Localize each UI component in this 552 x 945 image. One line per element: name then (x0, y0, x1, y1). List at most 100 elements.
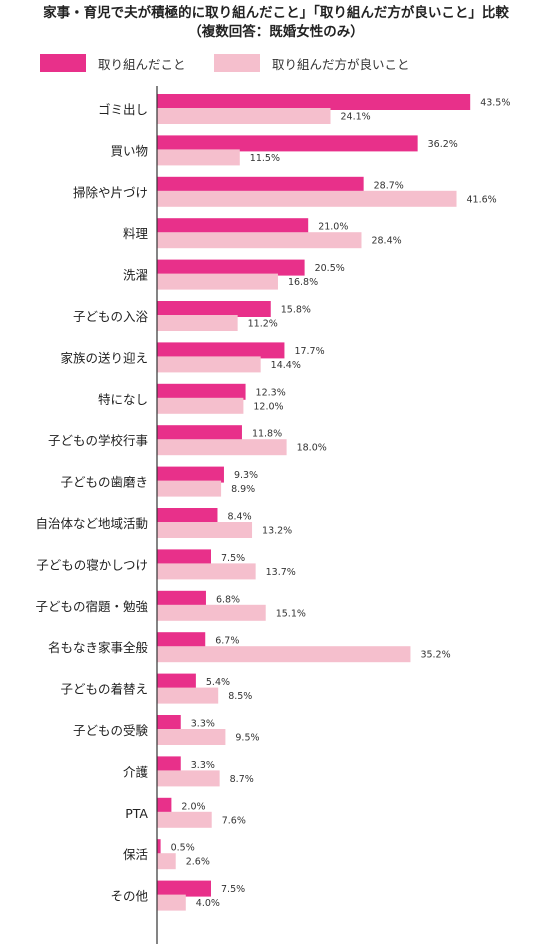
data-label: 14.4% (271, 360, 301, 371)
bar-done (157, 508, 218, 524)
data-label: 7.6% (222, 815, 246, 826)
bar-done (157, 259, 305, 276)
category-label: 自治体など地域活動 (35, 516, 148, 531)
data-label: 11.2% (248, 319, 278, 330)
category-label: 子どもの学校行事 (48, 433, 148, 448)
category-label: 保活 (123, 847, 148, 862)
bar-should (157, 522, 253, 538)
data-label: 2.6% (186, 857, 210, 868)
data-label: 18.0% (297, 443, 327, 454)
data-label: 20.5% (315, 263, 345, 274)
category-label: 家族の送り迎え (60, 350, 148, 365)
category-label: 子どもの宿題・勉強 (35, 599, 148, 614)
data-label: 3.3% (191, 760, 215, 771)
data-label: 35.2% (420, 650, 450, 661)
bar-done (157, 549, 211, 566)
chart-title: 家事・育児で夫が積極的に取り組んだこと」「取り組んだ方が良いこと」比較 (43, 5, 509, 21)
legend-label-done: 取り組んだこと (98, 56, 186, 72)
bar-done (157, 590, 206, 607)
chart-subtitle: （複数回答：既婚女性のみ） (188, 24, 364, 40)
bar-should (157, 646, 411, 663)
bar-should (157, 190, 457, 207)
data-label: 12.0% (253, 401, 283, 412)
category-label: 買い物 (110, 143, 148, 158)
bar-should (157, 439, 287, 456)
data-label: 6.7% (215, 636, 239, 647)
category-label: 介護 (123, 764, 149, 779)
bar-done (157, 839, 161, 856)
data-label: 8.7% (230, 774, 254, 785)
category-label: PTA (125, 806, 148, 821)
data-label: 0.5% (171, 843, 195, 854)
legend-swatch-done (40, 54, 86, 72)
bar-done (157, 135, 418, 152)
bar-should (157, 894, 186, 911)
data-label: 15.1% (276, 608, 306, 619)
category-label: 掃除や片づけ (73, 185, 148, 200)
bar-done (157, 94, 471, 110)
data-label: 43.5% (480, 98, 510, 109)
legend-swatch-should (214, 54, 260, 72)
data-label: 7.5% (221, 884, 245, 895)
data-label: 28.4% (371, 236, 401, 247)
bar-should (157, 273, 278, 290)
data-label: 17.7% (294, 346, 324, 357)
bar-done (157, 466, 224, 483)
bar-done (157, 715, 181, 731)
data-label: 9.5% (235, 733, 259, 744)
category-label: 洗濯 (123, 268, 148, 283)
data-label: 41.6% (467, 194, 497, 205)
bar-done (157, 342, 285, 359)
data-label: 8.5% (228, 691, 252, 702)
bar-done (157, 176, 364, 193)
category-label: ゴミ出し (98, 102, 148, 117)
data-label: 8.4% (227, 512, 251, 523)
bar-should (157, 687, 219, 704)
data-label: 24.1% (341, 112, 371, 123)
data-label: 15.8% (281, 305, 311, 316)
category-label: その他 (110, 889, 148, 904)
data-label: 5.4% (206, 677, 230, 688)
category-label: 子どもの歯磨き (60, 475, 148, 490)
bar-should (157, 853, 176, 870)
category-label: 名もなき家事全般 (48, 640, 149, 655)
bar-should (157, 604, 266, 621)
category-label: 子どもの着替え (60, 682, 148, 697)
bar-should (157, 356, 261, 373)
bar-should (157, 149, 240, 166)
bar-done (157, 673, 196, 690)
category-label: 料理 (123, 226, 149, 241)
bar-should (157, 397, 244, 414)
bar-done (157, 301, 271, 317)
data-label: 4.0% (196, 898, 220, 909)
bar-done (157, 425, 242, 442)
bar-should (157, 770, 220, 787)
data-label: 7.5% (221, 553, 245, 564)
bar-should (157, 563, 256, 580)
bar-done (157, 218, 309, 235)
data-label: 12.3% (256, 387, 286, 398)
data-label: 3.3% (191, 719, 215, 730)
data-label: 36.2% (428, 139, 458, 150)
bar-done (157, 756, 181, 773)
data-label: 11.8% (252, 429, 282, 440)
data-label: 13.2% (262, 526, 292, 537)
category-label: 子どもの入浴 (73, 309, 149, 324)
data-label: 2.0% (181, 801, 205, 812)
category-label: 子どもの寝かしつけ (36, 557, 148, 572)
data-label: 8.9% (231, 484, 255, 495)
data-label: 28.7% (374, 180, 404, 191)
data-label: 13.7% (266, 567, 296, 578)
category-label: 子どもの受験 (73, 723, 149, 738)
bar-should (157, 729, 226, 745)
bar-should (157, 232, 362, 249)
bar-should (157, 811, 212, 828)
category-label: 特になし (98, 392, 148, 407)
data-label: 11.5% (250, 153, 280, 164)
bar-done (157, 880, 211, 897)
bar-done (157, 383, 246, 400)
data-label: 6.8% (216, 594, 240, 605)
legend-item-done: 取り組んだこと (40, 54, 186, 72)
data-label: 21.0% (318, 222, 348, 233)
